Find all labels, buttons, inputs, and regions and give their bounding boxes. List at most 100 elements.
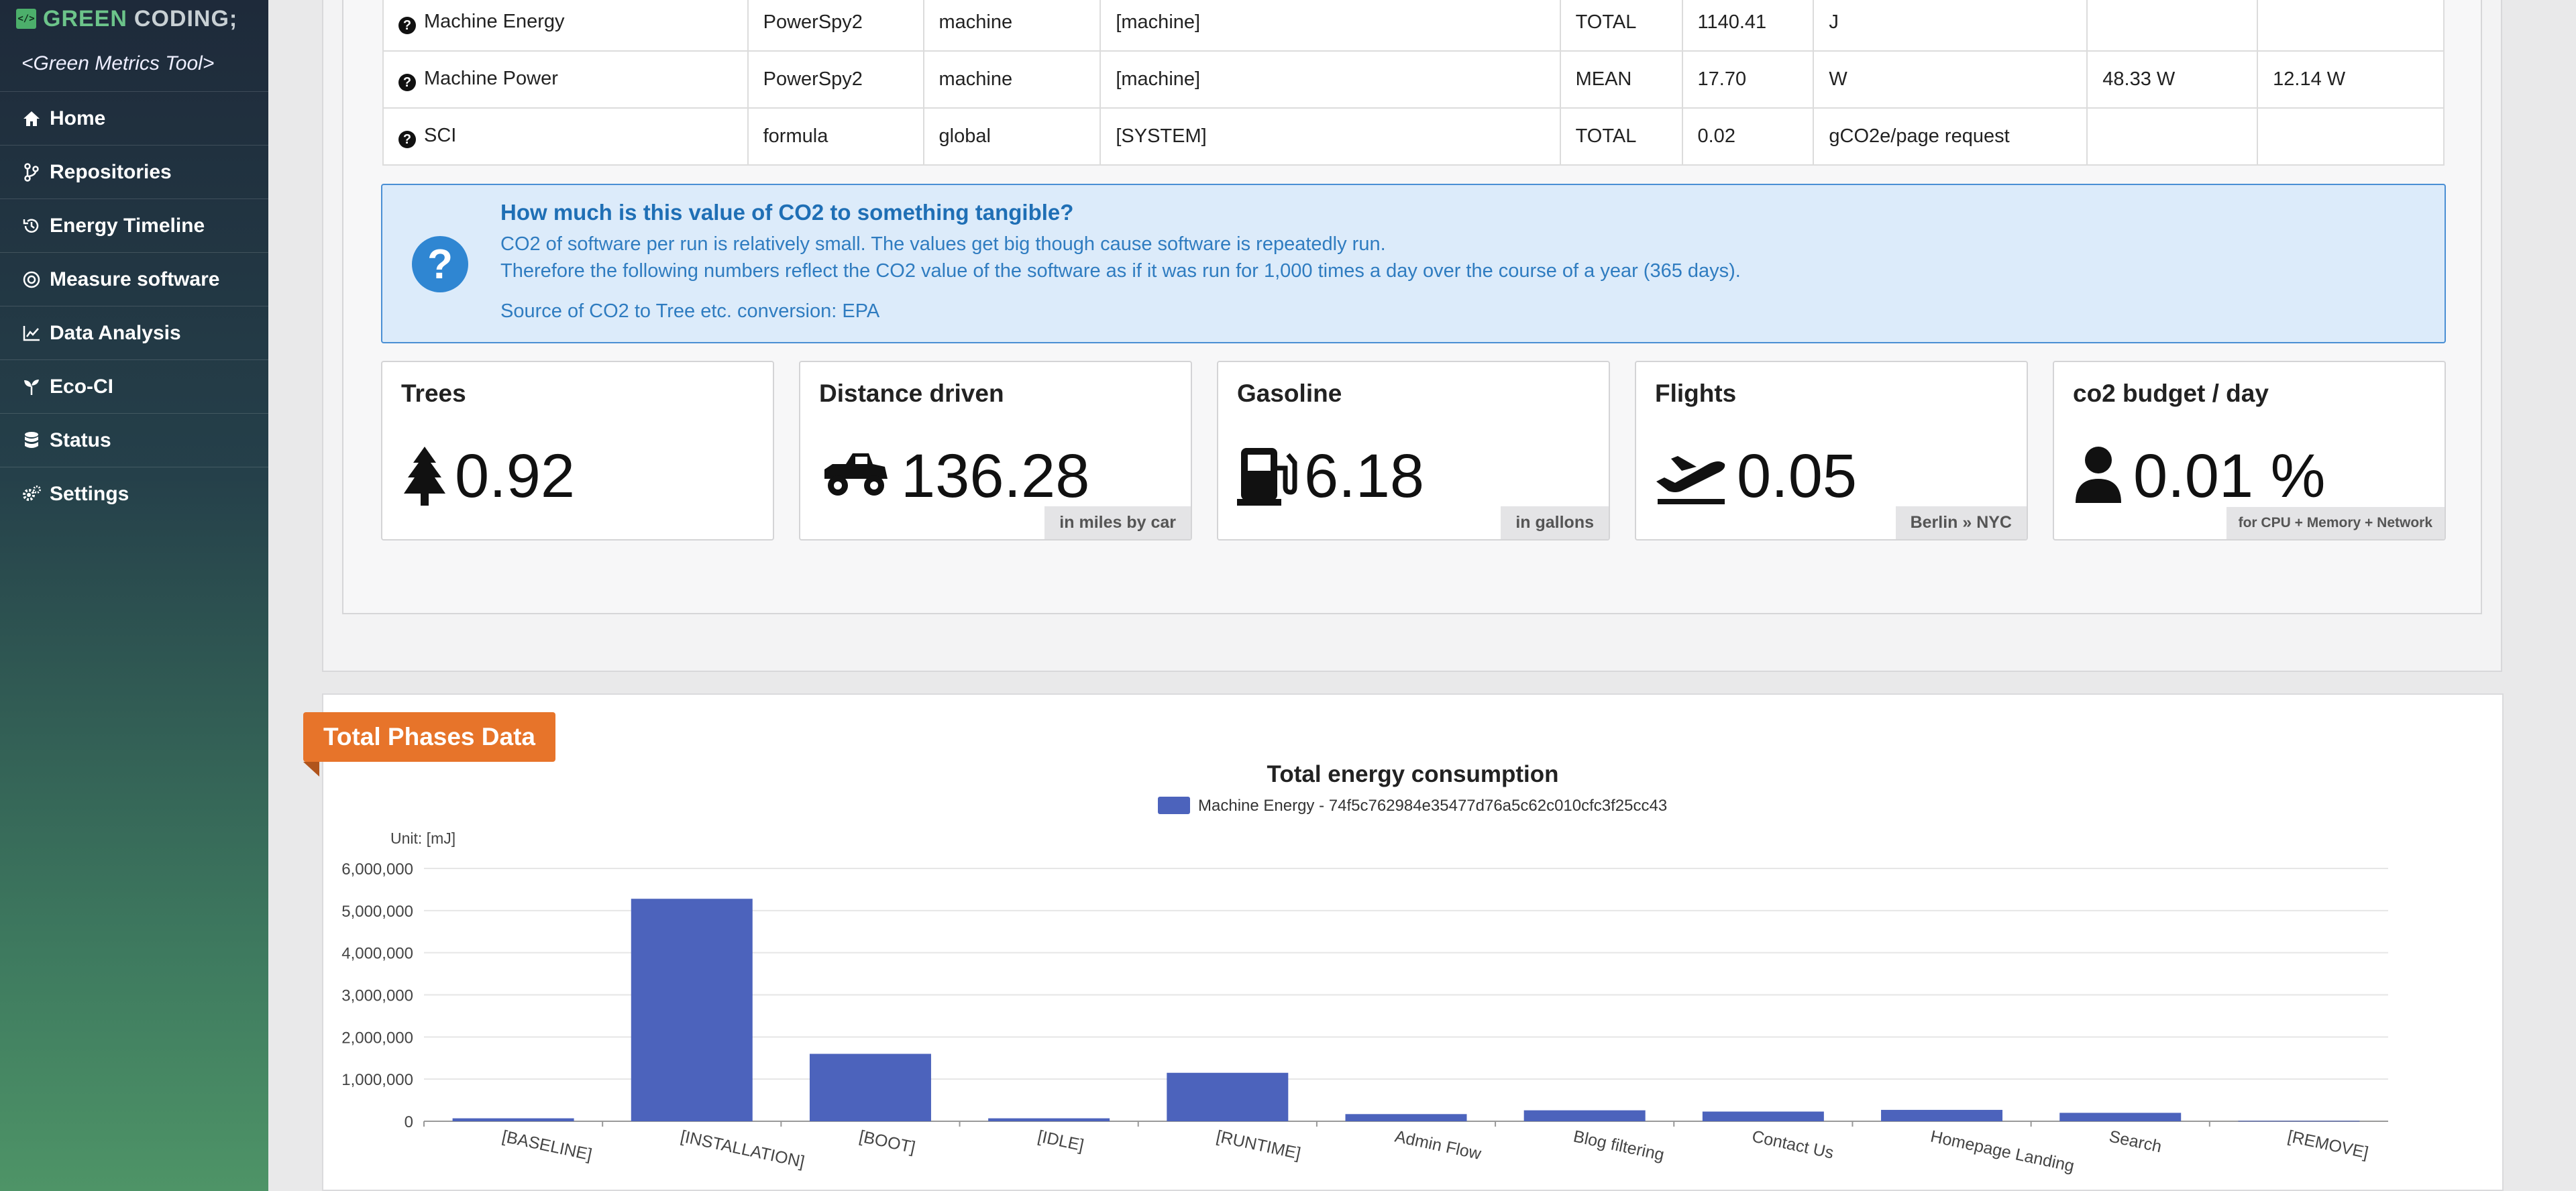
stat-card-flights: Flights 0.05 Berlin » NYC [1635, 361, 2028, 541]
y-tick-label: 6,000,000 [341, 860, 413, 878]
sidebar-item-label: Settings [50, 482, 129, 505]
metric-name: SCI [424, 125, 457, 146]
stat-card-trees: Trees 0.92 [381, 361, 774, 541]
user-icon [2073, 444, 2140, 508]
home-icon [21, 110, 42, 127]
cell-detail: [machine] [1099, 0, 1561, 52]
logo-coding-text: CODING; [133, 5, 238, 32]
info-line-1: CO2 of software per run is relatively sm… [500, 233, 1386, 255]
tagline: <Green Metrics Tool> [21, 52, 215, 74]
x-tick-label: Contact Us [1750, 1127, 1835, 1162]
stat-value: 136.28 [901, 442, 1090, 510]
stat-title: Flights [1655, 380, 1737, 407]
sidebar-item-label: Eco-CI [50, 375, 114, 398]
cell-detail: [machine] [1099, 50, 1561, 109]
sidebar-item-eco-ci[interactable]: Eco-CI [0, 359, 268, 413]
x-tick-label: [REMOVE] [2286, 1127, 2370, 1162]
tree-icon [401, 444, 468, 508]
cell-scope: machine [922, 50, 1102, 109]
info-line-2: Therefore the following numbers reflect … [500, 260, 1741, 282]
seedling-icon [21, 378, 42, 396]
code-icon: </> [16, 9, 36, 29]
stat-value: 0.01 % [2133, 442, 2326, 510]
metrics-table: ? Machine Energy PowerSpy2 machine [machine]… [382, 0, 2445, 166]
cell-stddev [2086, 107, 2259, 166]
info-title: How much is this value of CO2 to somethi… [500, 200, 1074, 225]
bar-4 [988, 1118, 1110, 1121]
x-tick-label: Homepage Landing [1929, 1127, 2076, 1176]
x-tick-label: [IDLE] [1036, 1127, 1085, 1155]
cell-type: MEAN [1559, 50, 1683, 109]
table-row: ? SCI formula global [SYSTEM] TOTAL 0.02 gCO2e/… [382, 107, 2445, 166]
cell-name: ? SCI [382, 107, 749, 166]
sidebar-item-measure-software[interactable]: Measure software [0, 252, 268, 306]
y-tick-label: 0 [405, 1113, 413, 1131]
chart-line-icon [21, 325, 42, 342]
bar-3 [809, 1054, 931, 1121]
stat-title: Distance driven [819, 380, 1004, 407]
energy-bar-chart: Total energy consumption Machine Energy -… [341, 761, 2388, 1176]
plane-departure-icon [1655, 444, 1725, 508]
metric-name: Machine Energy [424, 11, 565, 32]
bar-9 [1881, 1110, 2003, 1121]
bar-10 [2059, 1113, 2182, 1121]
cell-stddev [2086, 0, 2259, 52]
sidebar-item-label: Data Analysis [50, 321, 181, 344]
sidebar-nav: Home Repositories Energy Timeline Measur… [0, 91, 268, 520]
cell-value: 0.02 [1681, 107, 1815, 166]
unit-label: Unit: [mJ] [390, 830, 455, 847]
question-circle-icon[interactable]: ? [398, 74, 416, 91]
cell-detail: [SYSTEM] [1099, 107, 1561, 166]
table-row: ? Machine Power PowerSpy2 machine [machine] M… [382, 50, 2445, 109]
bar-2 [631, 899, 753, 1121]
sidebar-item-settings[interactable]: Settings [0, 467, 268, 520]
cell-unit: J [1813, 0, 2088, 52]
y-tick-label: 5,000,000 [341, 903, 413, 921]
stat-title: co2 budget / day [2073, 380, 2269, 407]
bar-7 [1523, 1110, 1646, 1121]
cell-unit: gCO2e/page request [1813, 107, 2088, 166]
y-tick-label: 3,000,000 [341, 987, 413, 1005]
stat-title: Trees [401, 380, 466, 407]
x-tick-label: [BOOT] [857, 1127, 917, 1157]
question-circle-icon[interactable]: ? [398, 17, 416, 34]
sidebar-item-label: Energy Timeline [50, 214, 205, 237]
sidebar-item-label: Status [50, 429, 111, 451]
cell-type: TOTAL [1559, 107, 1683, 166]
sidebar-item-energy-timeline[interactable]: Energy Timeline [0, 198, 268, 252]
gas-pump-icon [1237, 444, 1304, 508]
sidebar-item-repositories[interactable]: Repositories [0, 145, 268, 198]
sidebar-item-home[interactable]: Home [0, 91, 268, 145]
stat-card-co2-budget: co2 budget / day 0.01 % for CPU + Memory… [2053, 361, 2446, 541]
sidebar-item-label: Measure software [50, 268, 220, 290]
logo[interactable]: </> GREEN CODING; [16, 4, 237, 34]
stat-note: in miles by car [1044, 506, 1191, 539]
cell-provider: PowerSpy2 [747, 0, 924, 52]
y-tick-label: 4,000,000 [341, 945, 413, 963]
sidebar-item-data-analysis[interactable]: Data Analysis [0, 306, 268, 359]
branch-icon [21, 162, 42, 182]
info-source-line: Source of CO2 to Tree etc. conversion: E… [500, 300, 880, 322]
target-icon [21, 270, 42, 289]
bar-6 [1345, 1114, 1467, 1121]
stat-note: Berlin » NYC [1895, 506, 2027, 539]
stat-title: Gasoline [1237, 380, 1342, 407]
cell-unit: W [1813, 50, 2088, 109]
database-icon [21, 431, 42, 450]
legend-swatch [1158, 797, 1190, 814]
question-circle-icon[interactable]: ? [398, 131, 416, 148]
cell-type: TOTAL [1559, 0, 1683, 52]
cell-provider: PowerSpy2 [747, 50, 924, 109]
chart-title: Total energy consumption [1267, 761, 1559, 787]
sidebar-item-label: Home [50, 107, 106, 129]
sidebar-item-status[interactable]: Status [0, 413, 268, 467]
history-icon [21, 217, 42, 235]
table-row: ? Machine Energy PowerSpy2 machine [machine]… [382, 0, 2445, 52]
cell-extra: 12.14 W [2257, 50, 2445, 109]
cell-name: ? Machine Power [382, 50, 749, 109]
x-tick-label: Blog filtering [1572, 1127, 1666, 1164]
x-tick-label: [RUNTIME] [1215, 1127, 1303, 1163]
metric-name: Machine Power [424, 68, 558, 89]
sidebar: </> GREEN CODING; <Green Metrics Tool> H… [0, 0, 268, 1191]
cell-value: 1140.41 [1681, 0, 1815, 52]
